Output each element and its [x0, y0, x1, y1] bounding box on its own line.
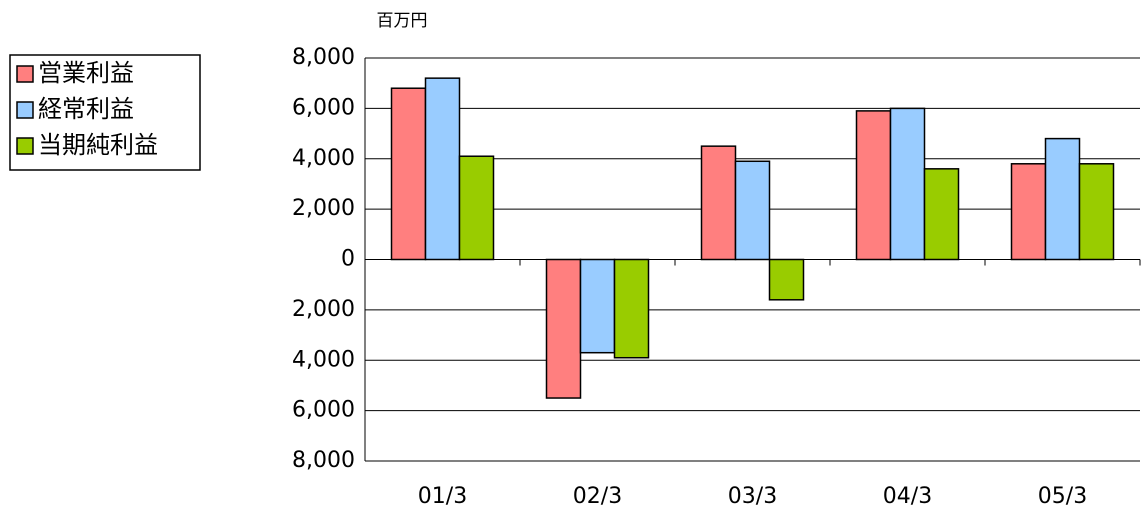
- unit-label: 百万円: [377, 11, 428, 31]
- legend-label: 当期純利益: [38, 131, 158, 159]
- bar: [734, 160, 771, 261]
- bar: [424, 77, 461, 261]
- bar: [923, 168, 960, 261]
- y-tick-label: 2,000: [292, 196, 355, 221]
- legend-box: [9, 54, 201, 171]
- legend-swatch: [16, 101, 34, 119]
- legend-label: 経常利益: [38, 95, 134, 123]
- y-tick-label: 4,000: [292, 146, 355, 171]
- bar: [579, 258, 616, 354]
- y-tick-label: 0: [341, 247, 355, 272]
- bar: [889, 107, 926, 261]
- bar: [1044, 137, 1081, 261]
- x-tick-label: 05/3: [1038, 484, 1087, 509]
- y-tick-label: 6,000: [292, 95, 355, 120]
- bar: [1010, 163, 1047, 261]
- x-tick-label: 02/3: [573, 484, 622, 509]
- legend-swatch: [16, 137, 34, 155]
- bar: [1078, 163, 1115, 261]
- bar: [855, 110, 892, 261]
- x-tick-label: 04/3: [883, 484, 932, 509]
- y-tick-label: 2,000: [292, 297, 355, 322]
- legend-label: 営業利益: [38, 59, 134, 87]
- y-tick-label: 6,000: [292, 398, 355, 423]
- y-tick-label: 8,000: [292, 448, 355, 473]
- bar: [613, 258, 650, 359]
- y-tick-label: 4,000: [292, 347, 355, 372]
- bar: [390, 87, 427, 261]
- bar: [700, 145, 737, 261]
- bar: [768, 258, 805, 301]
- y-tick-label: 8,000: [292, 45, 355, 70]
- legend-swatch: [16, 65, 34, 83]
- bar: [458, 155, 495, 261]
- x-tick-label: 03/3: [728, 484, 777, 509]
- bar: [545, 258, 582, 399]
- x-tick-label: 01/3: [418, 484, 467, 509]
